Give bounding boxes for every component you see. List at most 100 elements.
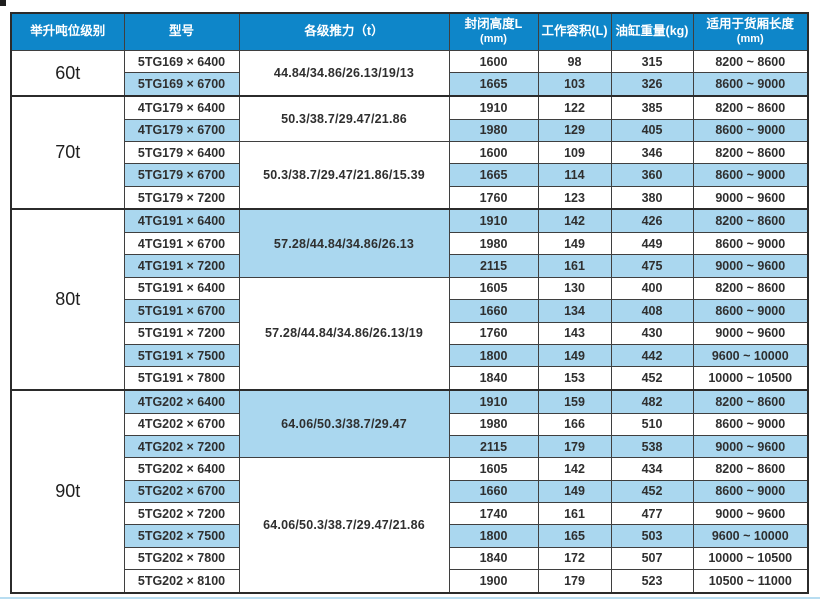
model-cell: 5TG191 × 6400 <box>123 276 240 301</box>
cargo-length-cell: 9000 ~ 9600 <box>692 434 809 459</box>
volume-cell: 143 <box>537 321 612 345</box>
cargo-length-cell: 10000 ~ 10500 <box>692 366 809 391</box>
table-row: 5TG191 × 7500 1800 149 442 9600 ~ 10000 <box>11 343 809 368</box>
volume-cell: 98 <box>537 49 612 74</box>
spec-table-container: 举升吨位级别 型号 各级推力（t） 封闭高度L (mm) 工作容积(L) 油缸重… <box>10 12 809 594</box>
cargo-length-cell: 10000 ~ 10500 <box>692 546 809 571</box>
volume-cell: 172 <box>537 546 612 571</box>
weight-cell: 315 <box>610 49 694 74</box>
model-cell: 5TG202 × 6700 <box>123 479 240 504</box>
closed-height-cell: 1840 <box>448 546 539 571</box>
cylinder-spec-table: 举升吨位级别 型号 各级推力（t） 封闭高度L (mm) 工作容积(L) 油缸重… <box>10 12 809 594</box>
cargo-length-cell: 9600 ~ 10000 <box>692 343 809 368</box>
volume-cell: 166 <box>537 412 612 436</box>
thrust-cell: 64.06/50.3/38.7/29.47/21.86 <box>238 457 450 594</box>
cargo-length-cell: 8600 ~ 9000 <box>692 479 809 504</box>
closed-height-cell: 1980 <box>448 118 539 143</box>
model-cell: 5TG179 × 7200 <box>123 185 240 210</box>
model-cell: 4TG191 × 6400 <box>123 208 240 234</box>
header-working-volume: 工作容积(L) <box>537 12 612 51</box>
weight-cell: 430 <box>610 321 694 345</box>
closed-height-cell: 1900 <box>448 569 539 594</box>
closed-height-cell: 1800 <box>448 524 539 548</box>
table-row: 90t 4TG202 × 6400 64.06/50.3/38.7/29.47 … <box>10 388 809 594</box>
closed-height-cell: 1605 <box>448 276 539 301</box>
closed-height-cell: 1980 <box>448 412 539 436</box>
cargo-length-cell: 8200 ~ 8600 <box>692 140 809 165</box>
table-row: 5TG202 × 7500 1800 165 503 9600 ~ 10000 <box>11 524 809 548</box>
weight-cell: 452 <box>610 479 694 504</box>
bottom-accent-line <box>0 597 820 599</box>
volume-cell: 103 <box>537 72 612 97</box>
table-row: 4TG191 × 7200 2115 161 475 9000 ~ 9600 <box>11 254 809 278</box>
closed-height-cell: 1840 <box>448 366 539 391</box>
weight-cell: 400 <box>610 276 694 301</box>
closed-height-cell: 1660 <box>448 479 539 504</box>
model-cell: 5TG191 × 6700 <box>123 299 240 323</box>
table-row: 4TG179 × 6700 1980 129 405 8600 ~ 9000 <box>11 118 809 143</box>
header-cylinder-weight: 油缸重量(kg) <box>610 12 694 51</box>
cargo-length-cell: 8200 ~ 8600 <box>692 388 809 414</box>
closed-height-cell: 1760 <box>448 185 539 210</box>
cargo-length-cell: 8200 ~ 8600 <box>692 457 809 481</box>
cargo-length-cell: 10500 ~ 11000 <box>692 569 809 594</box>
volume-cell: 129 <box>537 118 612 143</box>
table-row: 5TG202 × 6700 1660 149 452 8600 ~ 9000 <box>11 479 809 504</box>
model-cell: 4TG202 × 6700 <box>123 412 240 436</box>
thrust-cell: 50.3/38.7/29.47/21.86/15.39 <box>238 141 450 210</box>
cargo-length-cell: 8600 ~ 9000 <box>692 412 809 436</box>
closed-height-cell: 1980 <box>448 231 539 256</box>
model-cell: 5TG191 × 7500 <box>123 343 240 368</box>
header-cargo-length: 适用于货厢长度 (mm) <box>692 12 809 51</box>
closed-height-cell: 1910 <box>448 388 539 414</box>
cargo-length-cell: 9000 ~ 9600 <box>692 254 809 278</box>
model-cell: 5TG202 × 6400 <box>123 457 240 481</box>
weight-cell: 477 <box>610 501 694 526</box>
weight-cell: 538 <box>610 434 694 459</box>
thrust-cell: 57.28/44.84/34.86/26.13 <box>238 208 450 278</box>
model-cell: 4TG191 × 7200 <box>123 254 240 278</box>
thrust-cell: 44.84/34.86/26.13/19/13 <box>238 50 450 97</box>
model-cell: 4TG179 × 6700 <box>123 118 240 143</box>
model-cell: 5TG169 × 6400 <box>123 49 240 74</box>
weight-cell: 449 <box>610 231 694 256</box>
table-row: 4TG202 × 6700 1980 166 510 8600 ~ 9000 <box>11 412 809 436</box>
closed-height-cell: 1665 <box>448 72 539 97</box>
model-cell: 4TG202 × 7200 <box>123 434 240 459</box>
cargo-length-cell: 8600 ~ 9000 <box>692 299 809 323</box>
model-cell: 5TG202 × 8100 <box>123 569 240 594</box>
table-row: 5TG191 × 7800 1840 153 452 10000 ~ 10500 <box>11 366 809 391</box>
cargo-length-cell: 8600 ~ 9000 <box>692 118 809 143</box>
closed-height-cell: 1740 <box>448 501 539 526</box>
volume-cell: 142 <box>537 457 612 481</box>
header-tonnage-class: 举升吨位级别 <box>10 12 125 51</box>
closed-height-cell: 2115 <box>448 434 539 459</box>
table-row: 5TG202 × 6400 64.06/50.3/38.7/29.47/21.8… <box>11 457 809 594</box>
table-row: 60t 5TG169 × 6400 44.84/34.86/26.13/19/1… <box>10 49 809 97</box>
header-closed-height-label: 封闭高度L <box>464 17 523 32</box>
table-row: 5TG202 × 7800 1840 172 507 10000 ~ 10500 <box>11 546 809 571</box>
volume-cell: 149 <box>537 343 612 368</box>
model-cell: 5TG202 × 7200 <box>123 501 240 526</box>
volume-cell: 179 <box>537 434 612 459</box>
volume-cell: 114 <box>537 163 612 187</box>
weight-cell: 475 <box>610 254 694 278</box>
volume-cell: 134 <box>537 299 612 323</box>
table-row: 5TG191 × 6400 57.28/44.84/34.86/26.13/19… <box>11 276 809 391</box>
volume-cell: 179 <box>537 569 612 594</box>
model-cell: 4TG202 × 6400 <box>123 388 240 414</box>
volume-cell: 122 <box>537 94 612 120</box>
cargo-length-cell: 8600 ~ 9000 <box>692 231 809 256</box>
header-model: 型号 <box>123 12 240 51</box>
header-cargo-length-label: 适用于货厢长度 <box>706 17 794 32</box>
volume-cell: 149 <box>537 479 612 504</box>
cargo-length-cell: 9000 ~ 9600 <box>692 321 809 345</box>
weight-cell: 482 <box>610 388 694 414</box>
volume-cell: 142 <box>537 208 612 234</box>
cargo-length-cell: 9000 ~ 9600 <box>692 185 809 210</box>
model-cell: 4TG191 × 6700 <box>123 231 240 256</box>
weight-cell: 385 <box>610 94 694 120</box>
closed-height-cell: 1600 <box>448 49 539 74</box>
volume-cell: 161 <box>537 254 612 278</box>
thrust-cell: 64.06/50.3/38.7/29.47 <box>238 388 450 459</box>
